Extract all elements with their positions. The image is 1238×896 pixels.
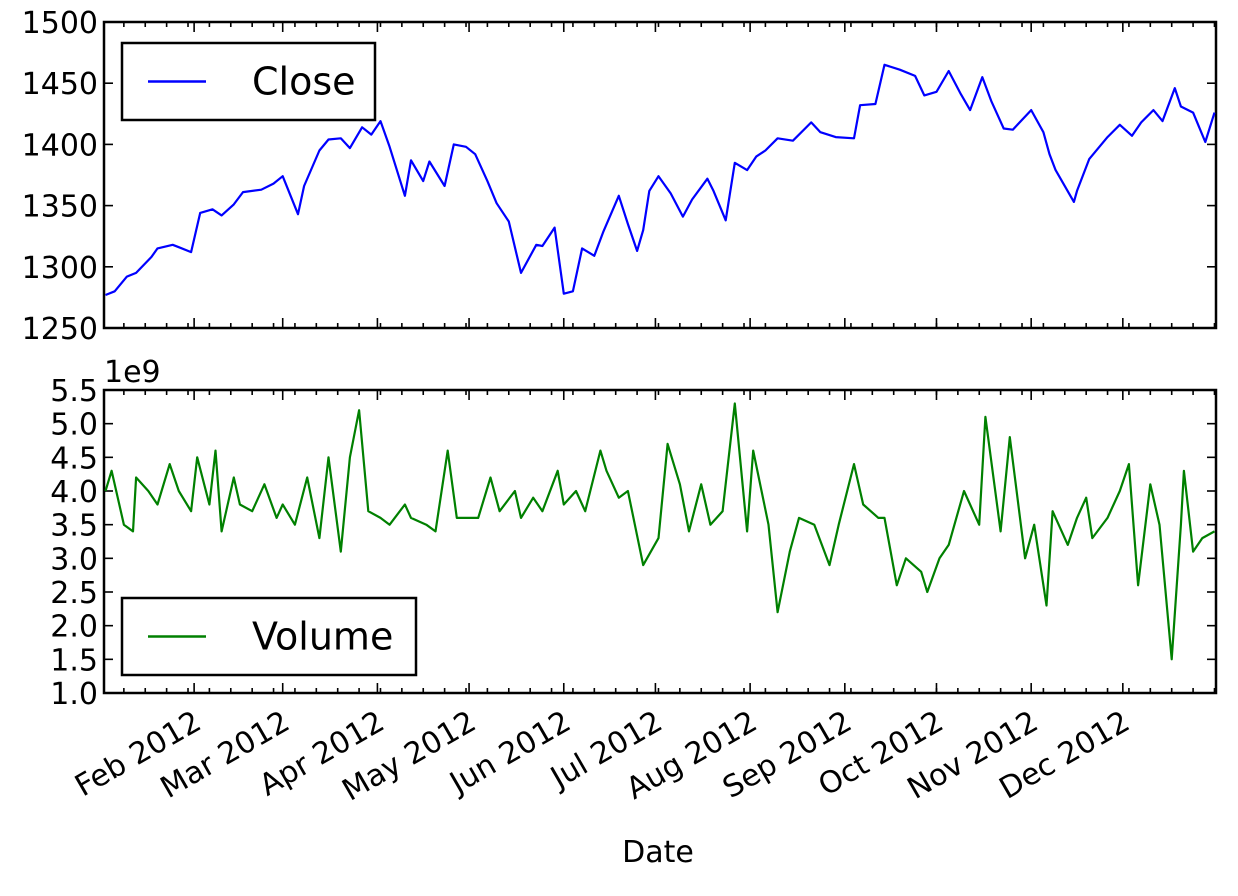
y-tick-label: 2.5 (50, 576, 98, 611)
y-tick-label: 3.0 (50, 542, 98, 577)
y-tick-label: 1350 (22, 190, 98, 225)
y-tick-label: 1450 (22, 67, 98, 102)
y-tick-label: 2.0 (50, 610, 98, 645)
y-tick-label: 5.5 (50, 374, 98, 409)
series-line-close (105, 63, 1216, 297)
series-line-volume (104, 402, 1216, 661)
plot-frame (102, 20, 1218, 330)
y-tick-label: 3.5 (50, 509, 98, 544)
plot-frame (102, 388, 1218, 695)
y-tick-label: 1.0 (50, 677, 98, 712)
volume-scale-label: 1e9 (104, 355, 161, 390)
y-tick-label: 1300 (22, 251, 98, 286)
y-tick-label: 5.0 (50, 408, 98, 443)
y-tick-label: 1500 (22, 6, 98, 41)
x-axis-label: Date (622, 835, 694, 870)
legend-label: Close (252, 60, 356, 104)
y-tick-label: 4.0 (50, 475, 98, 510)
close-price-panel: 1250 1300 1350 1400 1450 1500 Close (22, 6, 1218, 347)
legend-label: Volume (252, 615, 393, 659)
y-tick-label: 1400 (22, 128, 98, 163)
volume-panel: 1.01.52.02.53.03.54.04.55.05.5VolumeFeb … (50, 374, 1218, 808)
y-tick-label: 1250 (22, 312, 98, 347)
y-tick-label: 1.5 (50, 643, 98, 678)
y-tick-label: 4.5 (50, 441, 98, 476)
